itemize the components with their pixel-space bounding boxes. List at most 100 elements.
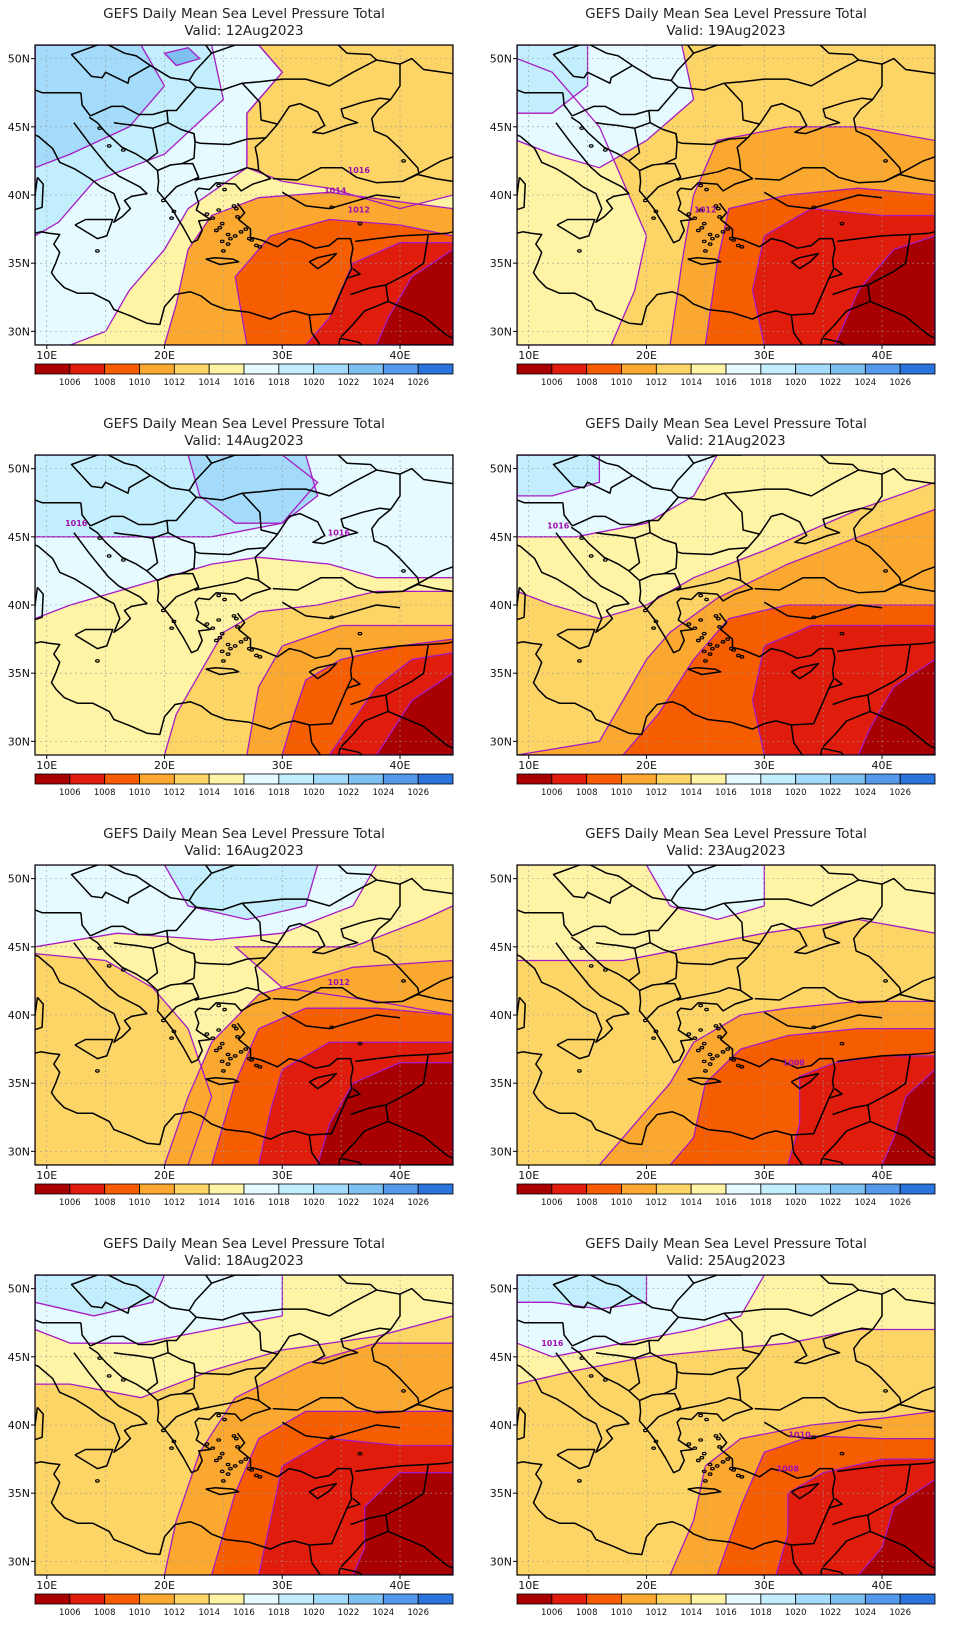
lat-tick-label: 35N xyxy=(8,667,30,680)
colorbar-swatch xyxy=(417,1593,454,1605)
island xyxy=(219,239,225,244)
coastline xyxy=(793,332,804,345)
colorbar-label: 1020 xyxy=(303,378,325,388)
pressure-region xyxy=(517,45,588,114)
coastline xyxy=(346,678,361,689)
island xyxy=(714,644,720,648)
colorbar-label: 1010 xyxy=(611,1198,633,1208)
colorbar-label: 1024 xyxy=(855,1608,877,1618)
colorbar-label: 1014 xyxy=(198,378,220,388)
coastline xyxy=(790,1482,820,1500)
coastline xyxy=(340,1104,389,1158)
coastline xyxy=(205,1076,240,1086)
colorbar-swatch xyxy=(208,1593,245,1605)
colorbar-swatch xyxy=(760,363,797,375)
lon-tick-label: 40E xyxy=(390,1169,411,1182)
colorbar-label: 1012 xyxy=(164,1608,186,1618)
island xyxy=(699,1455,705,1460)
isobar-line xyxy=(163,191,453,345)
isobar-label: 1016 xyxy=(328,528,351,537)
coastline xyxy=(869,1120,935,1159)
island xyxy=(704,1417,709,1422)
isobar-line xyxy=(35,455,453,620)
colorbar-label: 1014 xyxy=(680,378,702,388)
coastline xyxy=(724,469,883,510)
colorbar-label: 1024 xyxy=(855,1198,877,1208)
island xyxy=(232,234,238,238)
lon-tick-label: 20E xyxy=(636,1579,657,1592)
colorbar-swatch xyxy=(690,363,727,375)
colorbar-swatch xyxy=(243,773,280,785)
coastline xyxy=(881,1287,935,1305)
colorbar-label: 1014 xyxy=(680,1608,702,1618)
coastline xyxy=(821,1157,935,1165)
lat-tick-label: 30N xyxy=(8,1555,30,1568)
island xyxy=(232,1054,238,1058)
colorbar-label: 1012 xyxy=(164,378,186,388)
island xyxy=(160,608,166,613)
island xyxy=(710,1056,715,1061)
isobar-line xyxy=(375,672,453,755)
colorbar-label: 1018 xyxy=(750,378,772,388)
coastline xyxy=(884,1403,935,1413)
colorbar-swatch xyxy=(104,773,140,785)
coastline xyxy=(80,92,91,117)
map-area: 1012 xyxy=(517,45,935,345)
island xyxy=(725,227,731,231)
pressure-map: GEFS Daily Mean Sea Level Pressure Total… xyxy=(8,416,454,798)
coastline xyxy=(35,499,81,504)
pressure-map: GEFS Daily Mean Sea Level Pressure Total… xyxy=(8,826,454,1208)
colorbar-swatch xyxy=(382,1593,419,1605)
pressure-region xyxy=(188,455,318,524)
island xyxy=(707,652,713,656)
coastline xyxy=(670,45,695,81)
lon-tick-label: 40E xyxy=(390,759,411,772)
island xyxy=(731,1058,737,1062)
island xyxy=(717,1035,722,1039)
coastline xyxy=(670,865,695,901)
coastline xyxy=(157,982,259,1001)
isobar-line xyxy=(258,1041,453,1165)
island xyxy=(739,655,745,659)
colorbar-swatch xyxy=(139,363,175,375)
island xyxy=(701,1469,707,1474)
island xyxy=(588,1374,594,1378)
colorbar-swatch xyxy=(243,363,280,375)
colorbar-label: 1008 xyxy=(94,1198,116,1208)
coastline xyxy=(113,1351,153,1359)
island xyxy=(707,242,713,246)
lat-tick-label: 45N xyxy=(490,531,512,544)
island xyxy=(243,227,249,231)
island xyxy=(216,183,222,188)
colorbar-label: 1008 xyxy=(94,378,116,388)
map-panel: GEFS Daily Mean Sea Level Pressure Total… xyxy=(482,410,964,820)
island xyxy=(720,640,726,644)
island xyxy=(579,946,585,950)
isobar-line xyxy=(210,1007,453,1165)
island xyxy=(714,1054,720,1058)
isobar-line xyxy=(517,455,601,497)
map-area: 1016 1014 1012 xyxy=(35,45,453,345)
island xyxy=(231,614,237,618)
coastline xyxy=(338,1568,341,1575)
island xyxy=(707,232,713,237)
island xyxy=(699,1045,705,1050)
colorbar-label: 1016 xyxy=(715,788,737,798)
lat-tick-label: 35N xyxy=(8,1487,30,1500)
colorbar-swatch xyxy=(208,1183,245,1195)
island xyxy=(233,616,239,621)
coastline xyxy=(355,233,429,243)
coastline xyxy=(35,202,354,326)
island xyxy=(692,1446,698,1450)
coastline xyxy=(881,57,935,75)
coastline xyxy=(556,1038,596,1060)
island xyxy=(720,230,726,234)
colorbar-swatch xyxy=(655,363,692,375)
isobar-line xyxy=(517,865,935,962)
island xyxy=(235,215,240,219)
island xyxy=(233,1026,239,1031)
coastline xyxy=(837,233,911,243)
colorbar-label: 1026 xyxy=(889,788,911,798)
panel-valid-date: Valid: 14Aug2023 xyxy=(184,433,303,449)
coastline xyxy=(763,601,883,620)
